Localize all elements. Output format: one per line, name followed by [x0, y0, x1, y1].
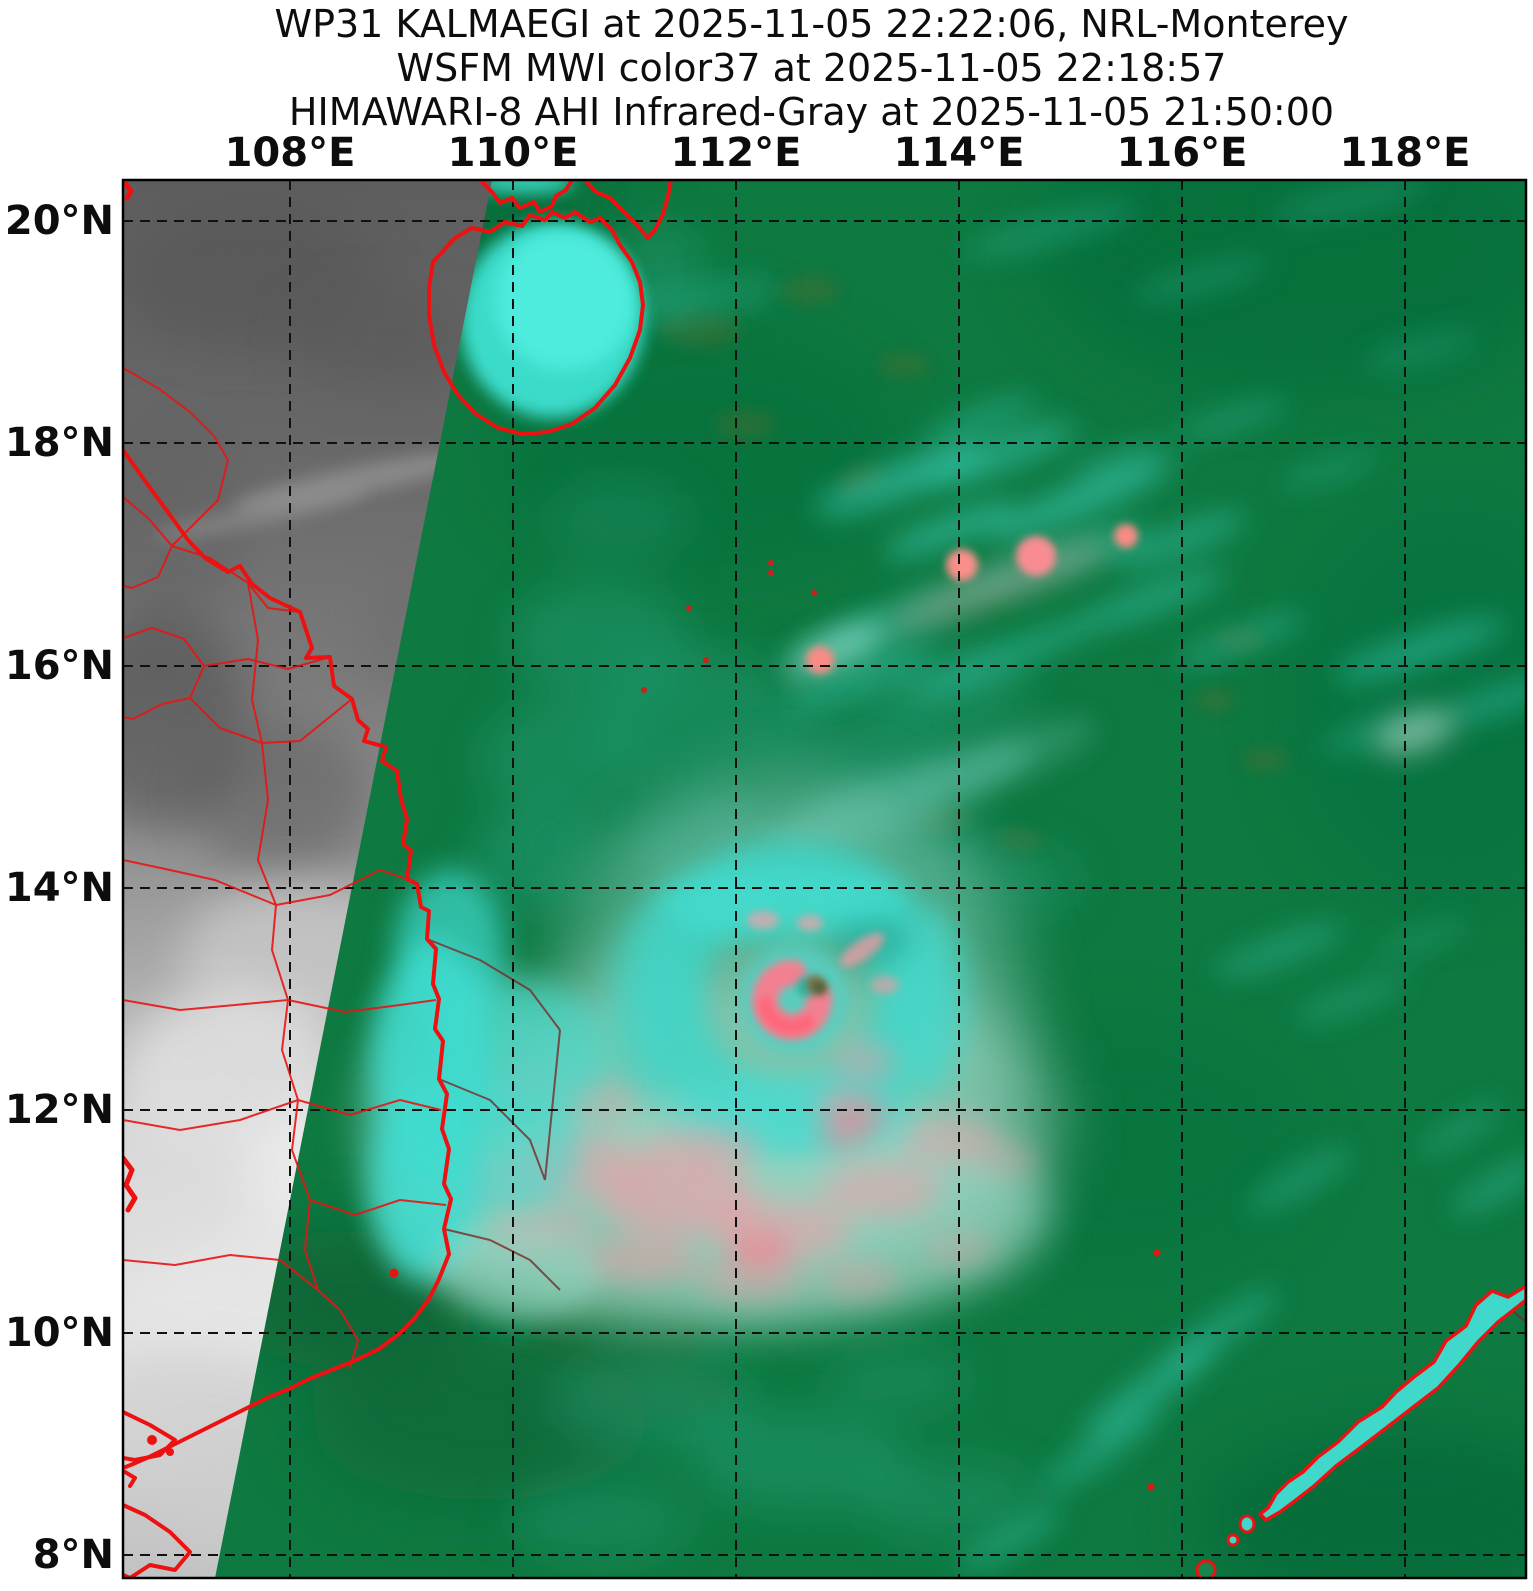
grid-lines — [123, 180, 1526, 1578]
title-storm-line: WP31 KALMAEGI at 2025-11-05 22:22:06, NR… — [274, 2, 1349, 46]
lon-tick-116e: 116°E — [1116, 130, 1248, 176]
lat-tick-16n: 16°N — [4, 643, 114, 689]
lat-tick-18n: 18°N — [4, 420, 114, 466]
lon-tick-118e: 118°E — [1339, 130, 1471, 176]
title-mwi-line: WSFM MWI color37 at 2025-11-05 22:18:57 — [396, 46, 1227, 90]
lat-tick-12n: 12°N — [4, 1087, 114, 1133]
lon-tick-112e: 112°E — [670, 130, 802, 176]
lat-tick-8n: 8°N — [32, 1532, 114, 1578]
province-borders — [123, 367, 447, 1369]
lat-tick-14n: 14°N — [4, 865, 114, 911]
title-himawari-line: HIMAWARI-8 AHI Infrared-Gray at 2025-11-… — [288, 90, 1335, 134]
lon-tick-108e: 108°E — [224, 130, 356, 176]
coastal-cyan-strip — [370, 870, 610, 1320]
figure-titles: WP31 KALMAEGI at 2025-11-05 22:22:06, NR… — [90, 2, 1533, 134]
lat-tick-20n: 20°N — [4, 198, 114, 244]
lon-tick-110e: 110°E — [447, 130, 579, 176]
lon-tick-114e: 114°E — [893, 130, 1025, 176]
map-frame — [121, 178, 1528, 1580]
hainan-cloud — [460, 180, 644, 418]
coastlines — [123, 180, 1526, 1578]
lat-tick-10n: 10°N — [4, 1310, 114, 1356]
red-dots — [147, 560, 1161, 1491]
